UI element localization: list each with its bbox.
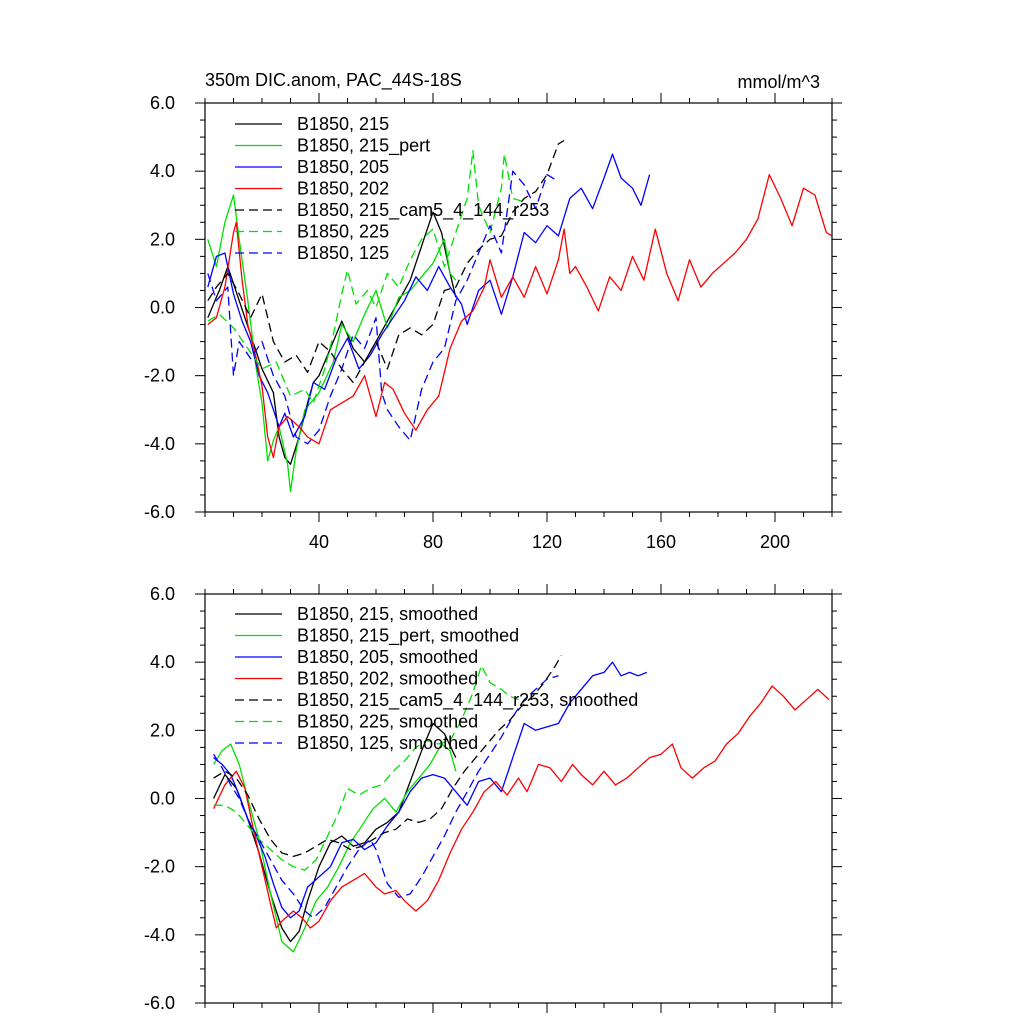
series-group	[207, 139, 832, 493]
series-line	[213, 685, 830, 929]
series-line	[213, 661, 648, 919]
y-tick-label: 6.0	[150, 584, 175, 604]
legend-label: B1850, 215_pert	[297, 136, 430, 157]
legend-label: B1850, 205	[297, 157, 389, 177]
bottom-panel: -6.0 -4.0 -2.0 0.0 2.0 4.0 6.0 B1850, 215, smoo…	[144, 584, 842, 1013]
series-line	[213, 664, 519, 871]
units-label: mmol/m^3	[738, 72, 820, 92]
y-tick-label: 4.0	[150, 652, 175, 672]
legend-label: B1850, 205, smoothed	[297, 647, 478, 667]
series-line	[207, 211, 457, 465]
legend-label: B1850, 125	[297, 243, 389, 263]
series-line	[207, 153, 651, 438]
series-line	[213, 675, 559, 919]
top-panel: 40 80 120 160 200 -6.0 -4.0 -2.0 0.0 2.0 4.0 6.0 B18…	[144, 93, 842, 552]
legend-label: B1850, 215	[297, 114, 389, 134]
y-tick-label: -4.0	[144, 925, 175, 945]
y-tick-label: 0.0	[150, 789, 175, 809]
y-tick-label: -6.0	[144, 502, 175, 522]
legend-label: B1850, 215_pert, smoothed	[297, 626, 519, 647]
legend-label: B1850, 215, smoothed	[297, 604, 478, 624]
y-tick-label: 2.0	[150, 229, 175, 249]
legend-label: B1850, 202	[297, 179, 389, 199]
legend-label: B1850, 225	[297, 222, 389, 242]
y-tick-label: 2.0	[150, 720, 175, 740]
series-line	[213, 743, 457, 953]
y-tick-label: -6.0	[144, 993, 175, 1013]
legend-label: B1850, 202, smoothed	[297, 669, 478, 689]
series-group	[213, 655, 830, 953]
y-tick-label: 4.0	[150, 161, 175, 181]
y-tick-label: -2.0	[144, 366, 175, 386]
x-tick-label: 40	[309, 532, 329, 552]
y-tick-label: -4.0	[144, 434, 175, 454]
series-line	[207, 150, 525, 404]
y-tick-label: 0.0	[150, 298, 175, 318]
figure-title: 350m DIC.anom, PAC_44S-18S	[205, 70, 462, 91]
series-line	[207, 170, 559, 445]
x-tick-label: 160	[646, 532, 676, 552]
x-tick-label: 200	[760, 532, 790, 552]
series-line	[213, 655, 562, 858]
y-tick-label: 6.0	[150, 93, 175, 113]
series-line	[207, 173, 832, 459]
x-tick-label: 80	[423, 532, 443, 552]
y-tick-label: -2.0	[144, 857, 175, 877]
legend-label: B1850, 225, smoothed	[297, 712, 478, 732]
series-line	[213, 722, 457, 943]
legend-label: B1850, 215_cam5_4_144_r253, smoothed	[297, 690, 638, 711]
series-line	[207, 194, 457, 493]
x-tick-label: 120	[532, 532, 562, 552]
series-line	[207, 139, 565, 384]
legend-label: B1850, 215_cam5_4_144_r253	[297, 200, 549, 221]
legend-label: B1850, 125, smoothed	[297, 733, 478, 753]
